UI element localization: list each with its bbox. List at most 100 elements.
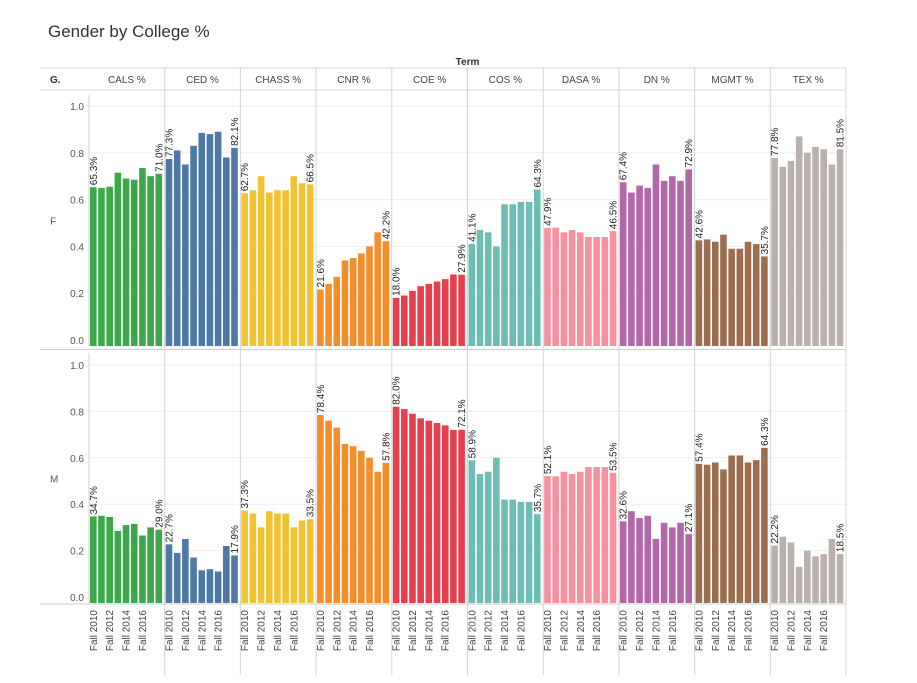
bar [795,136,803,346]
bar [619,521,627,603]
bar [576,232,584,346]
bar [601,467,609,603]
bar [214,571,222,603]
bar [752,244,760,346]
row-header: G. [50,75,61,86]
bar [812,556,819,603]
data-label: 42.6% [694,210,705,238]
bar [341,443,349,603]
bar [90,516,97,603]
bar [130,179,138,346]
bar [139,168,146,346]
x-tick-label: Fall 2016 [592,610,603,652]
bar [317,289,324,346]
bar [534,189,541,346]
bar [382,241,390,346]
x-tick-label: Fall 2016 [516,610,527,652]
bar [752,460,760,603]
bar [609,472,617,603]
data-label: 18.0% [392,267,403,295]
bar [771,545,778,603]
x-tick-label: Fall 2016 [668,610,679,652]
bar [182,539,189,603]
bar [417,286,424,346]
x-tick-label: Fall 2010 [467,610,478,652]
bar [265,192,273,346]
bar [525,501,533,603]
bar [165,159,173,346]
x-tick-label: Fall 2010 [770,610,781,652]
bar [509,499,517,603]
college-header: COE % [413,75,446,86]
bar [241,193,248,346]
bar [306,184,314,346]
bar [114,172,122,346]
college-header: TEX % [793,75,824,86]
bar [493,457,500,603]
bar [298,183,306,346]
data-label: 21.6% [316,259,327,287]
x-tick-label: Fall 2014 [273,610,284,652]
data-label: 62.7% [240,163,251,191]
bar [501,499,508,603]
bar [517,501,525,603]
bar [644,515,652,603]
data-label: 33.5% [306,489,317,517]
bar [190,557,197,603]
data-label: 78.4% [316,385,327,413]
x-tick-label: Fall 2010 [240,610,251,652]
bar [525,201,533,346]
data-label: 77.8% [770,127,781,155]
bar [534,514,541,603]
data-label: 71.0% [154,143,165,171]
x-tick-label: Fall 2012 [786,610,797,652]
data-label: 64.3% [760,417,771,445]
bar [636,518,643,603]
college-header: DASA % [562,75,600,86]
bar [711,462,719,603]
bar [509,204,517,346]
college-header: MGMT % [711,75,753,86]
y-tick-label: 0.6 [70,196,84,207]
bar [173,150,181,346]
chart-title: Gender by College % [48,22,210,41]
bar [358,253,365,346]
data-label: 42.2% [381,211,392,239]
bar [257,176,265,346]
data-label: 72.1% [457,399,468,427]
gender-label: M [50,475,58,486]
bar [231,555,238,603]
bar [282,190,289,346]
gender-label: F [50,217,56,228]
x-tick-label: Fall 2010 [392,610,403,652]
bar [147,176,154,346]
x-tick-label: Fall 2016 [819,610,830,652]
bar [450,429,457,603]
bar [812,146,819,346]
bar [820,149,828,346]
x-tick-label: Fall 2012 [408,610,419,652]
bar [306,519,314,603]
bar [601,237,609,346]
x-tick-label: Fall 2010 [619,610,630,652]
x-tick-label: Fall 2012 [559,610,570,652]
bar [206,569,214,603]
bar [274,190,281,346]
bar [795,566,803,603]
x-tick-label: Fall 2014 [576,610,587,652]
x-tick-label: Fall 2012 [257,610,268,652]
bar [341,260,349,346]
data-label: 17.9% [230,525,241,553]
data-label: 35.7% [760,226,771,254]
bar [660,180,668,346]
column-header: Term [456,57,480,68]
bar [568,230,576,346]
bar [804,550,811,603]
x-tick-label: Fall 2012 [484,610,495,652]
bar [828,164,836,346]
bar [468,243,476,346]
data-label: 46.5% [609,201,620,229]
college-header: COS % [489,75,522,86]
data-label: 47.9% [543,197,554,225]
data-label: 22.2% [770,515,781,543]
